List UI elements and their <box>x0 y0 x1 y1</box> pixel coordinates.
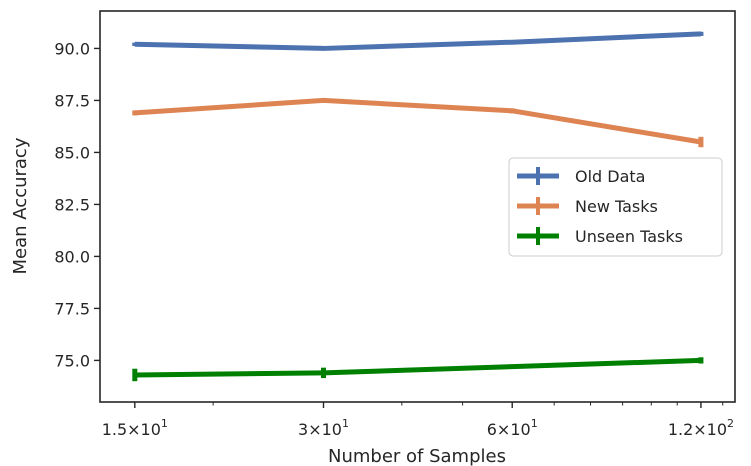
y-tick-label-2: 80.0 <box>54 247 90 266</box>
legend-item-0: Old Data <box>517 167 645 186</box>
x-tick-exponent-0: 1 <box>161 417 168 430</box>
x-tick-mantissa-0: 1.5 <box>102 420 127 439</box>
y-tick-label-3: 82.5 <box>54 195 90 214</box>
x-tick-mantissa-3: 1.2 <box>668 420 693 439</box>
x-tick-times-1: ×10 <box>308 420 342 439</box>
series-line-2 <box>134 357 702 378</box>
plot-lines <box>132 31 704 382</box>
x-axis-title: Number of Samples <box>328 446 506 466</box>
y-tick-label-1: 77.5 <box>54 299 90 318</box>
legend-box <box>508 157 723 257</box>
x-tick-times-0: ×10 <box>127 420 161 439</box>
series-line-0 <box>134 31 702 51</box>
x-tick-label-2: 6×101 <box>487 417 538 439</box>
x-tick-exponent-2: 1 <box>531 417 538 430</box>
y-tick-label-6: 90.0 <box>54 39 90 58</box>
legend-label-0: Old Data <box>575 167 645 186</box>
x-tick-mantissa-1: 3 <box>298 420 308 439</box>
x-tick-times-3: ×10 <box>693 420 727 439</box>
x-tick-times-2: ×10 <box>497 420 531 439</box>
series-1 <box>132 97 704 148</box>
series-2 <box>132 357 704 382</box>
x-tick-label-0: 1.5×101 <box>102 417 168 439</box>
y-tick-label-4: 85.0 <box>54 143 90 162</box>
legend-item-2: Unseen Tasks <box>517 227 683 246</box>
x-tick-exponent-1: 1 <box>342 417 349 430</box>
legend-label-2: Unseen Tasks <box>575 227 683 246</box>
x-tick-exponent-3: 2 <box>727 417 734 430</box>
series-line-1 <box>134 97 702 145</box>
legend-item-1: New Tasks <box>517 197 658 216</box>
x-tick-label-3: 1.2×102 <box>668 417 734 439</box>
x-axis: 1.5×101 3×101 6×101 1.2×102 <box>102 402 734 439</box>
plot-frame <box>99 10 736 403</box>
x-tick-label-1: 3×101 <box>298 417 349 439</box>
legend-label-1: New Tasks <box>575 197 658 216</box>
y-tick-label-5: 87.5 <box>54 91 90 110</box>
y-axis-title: Mean Accuracy <box>10 137 31 274</box>
x-tick-mantissa-2: 6 <box>487 420 497 439</box>
legend: Old Data New Tasks Unseen Tasks <box>508 157 723 257</box>
y-tick-label-0: 75.0 <box>54 351 90 370</box>
y-axis: 75.0 77.5 80.0 82.5 85.0 87.5 90.0 <box>54 39 100 370</box>
series-0 <box>132 31 704 51</box>
